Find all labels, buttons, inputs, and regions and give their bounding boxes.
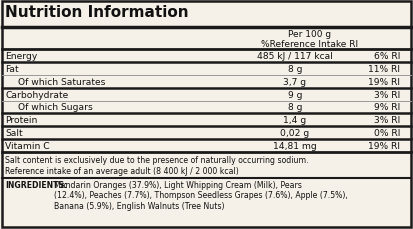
Text: 8 g: 8 g	[288, 65, 302, 74]
Text: 1,4 g: 1,4 g	[283, 116, 306, 125]
Text: Salt: Salt	[5, 129, 23, 138]
Text: 6% RI: 6% RI	[374, 52, 400, 61]
Text: Of which Sugars: Of which Sugars	[18, 103, 93, 112]
Text: Protein: Protein	[5, 116, 37, 125]
Text: Salt content is exclusively due to the presence of naturally occurring sodium.: Salt content is exclusively due to the p…	[5, 155, 309, 164]
Text: 3% RI: 3% RI	[374, 90, 400, 99]
Text: 9% RI: 9% RI	[374, 103, 400, 112]
Text: 0,02 g: 0,02 g	[280, 129, 310, 138]
Text: Vitamin C: Vitamin C	[5, 142, 50, 150]
Text: 0% RI: 0% RI	[374, 129, 400, 138]
Text: 19% RI: 19% RI	[368, 77, 400, 86]
Text: Per 100 g
%Reference Intake RI: Per 100 g %Reference Intake RI	[261, 30, 358, 49]
Text: Reference intake of an average adult (8 400 kJ / 2 000 kcal): Reference intake of an average adult (8 …	[5, 166, 239, 175]
Text: 3,7 g: 3,7 g	[283, 77, 306, 86]
Text: 14,81 mg: 14,81 mg	[273, 142, 317, 150]
Text: Of which Saturates: Of which Saturates	[18, 77, 105, 86]
Text: 19% RI: 19% RI	[368, 142, 400, 150]
Text: 485 kJ / 117 kcal: 485 kJ / 117 kcal	[257, 52, 333, 61]
Text: Fat: Fat	[5, 65, 19, 74]
Text: INGREDIENTS:: INGREDIENTS:	[5, 180, 67, 189]
Text: 11% RI: 11% RI	[368, 65, 400, 74]
Text: 8 g: 8 g	[288, 103, 302, 112]
Text: Energy: Energy	[5, 52, 37, 61]
Text: 3% RI: 3% RI	[374, 116, 400, 125]
Text: Mandarin Oranges (37.9%), Light Whipping Cream (Milk), Pears
(12.4%), Peaches (7: Mandarin Oranges (37.9%), Light Whipping…	[54, 180, 348, 210]
Text: 9 g: 9 g	[288, 90, 302, 99]
Text: Carbohydrate: Carbohydrate	[5, 90, 68, 99]
Text: Nutrition Information: Nutrition Information	[5, 5, 189, 20]
